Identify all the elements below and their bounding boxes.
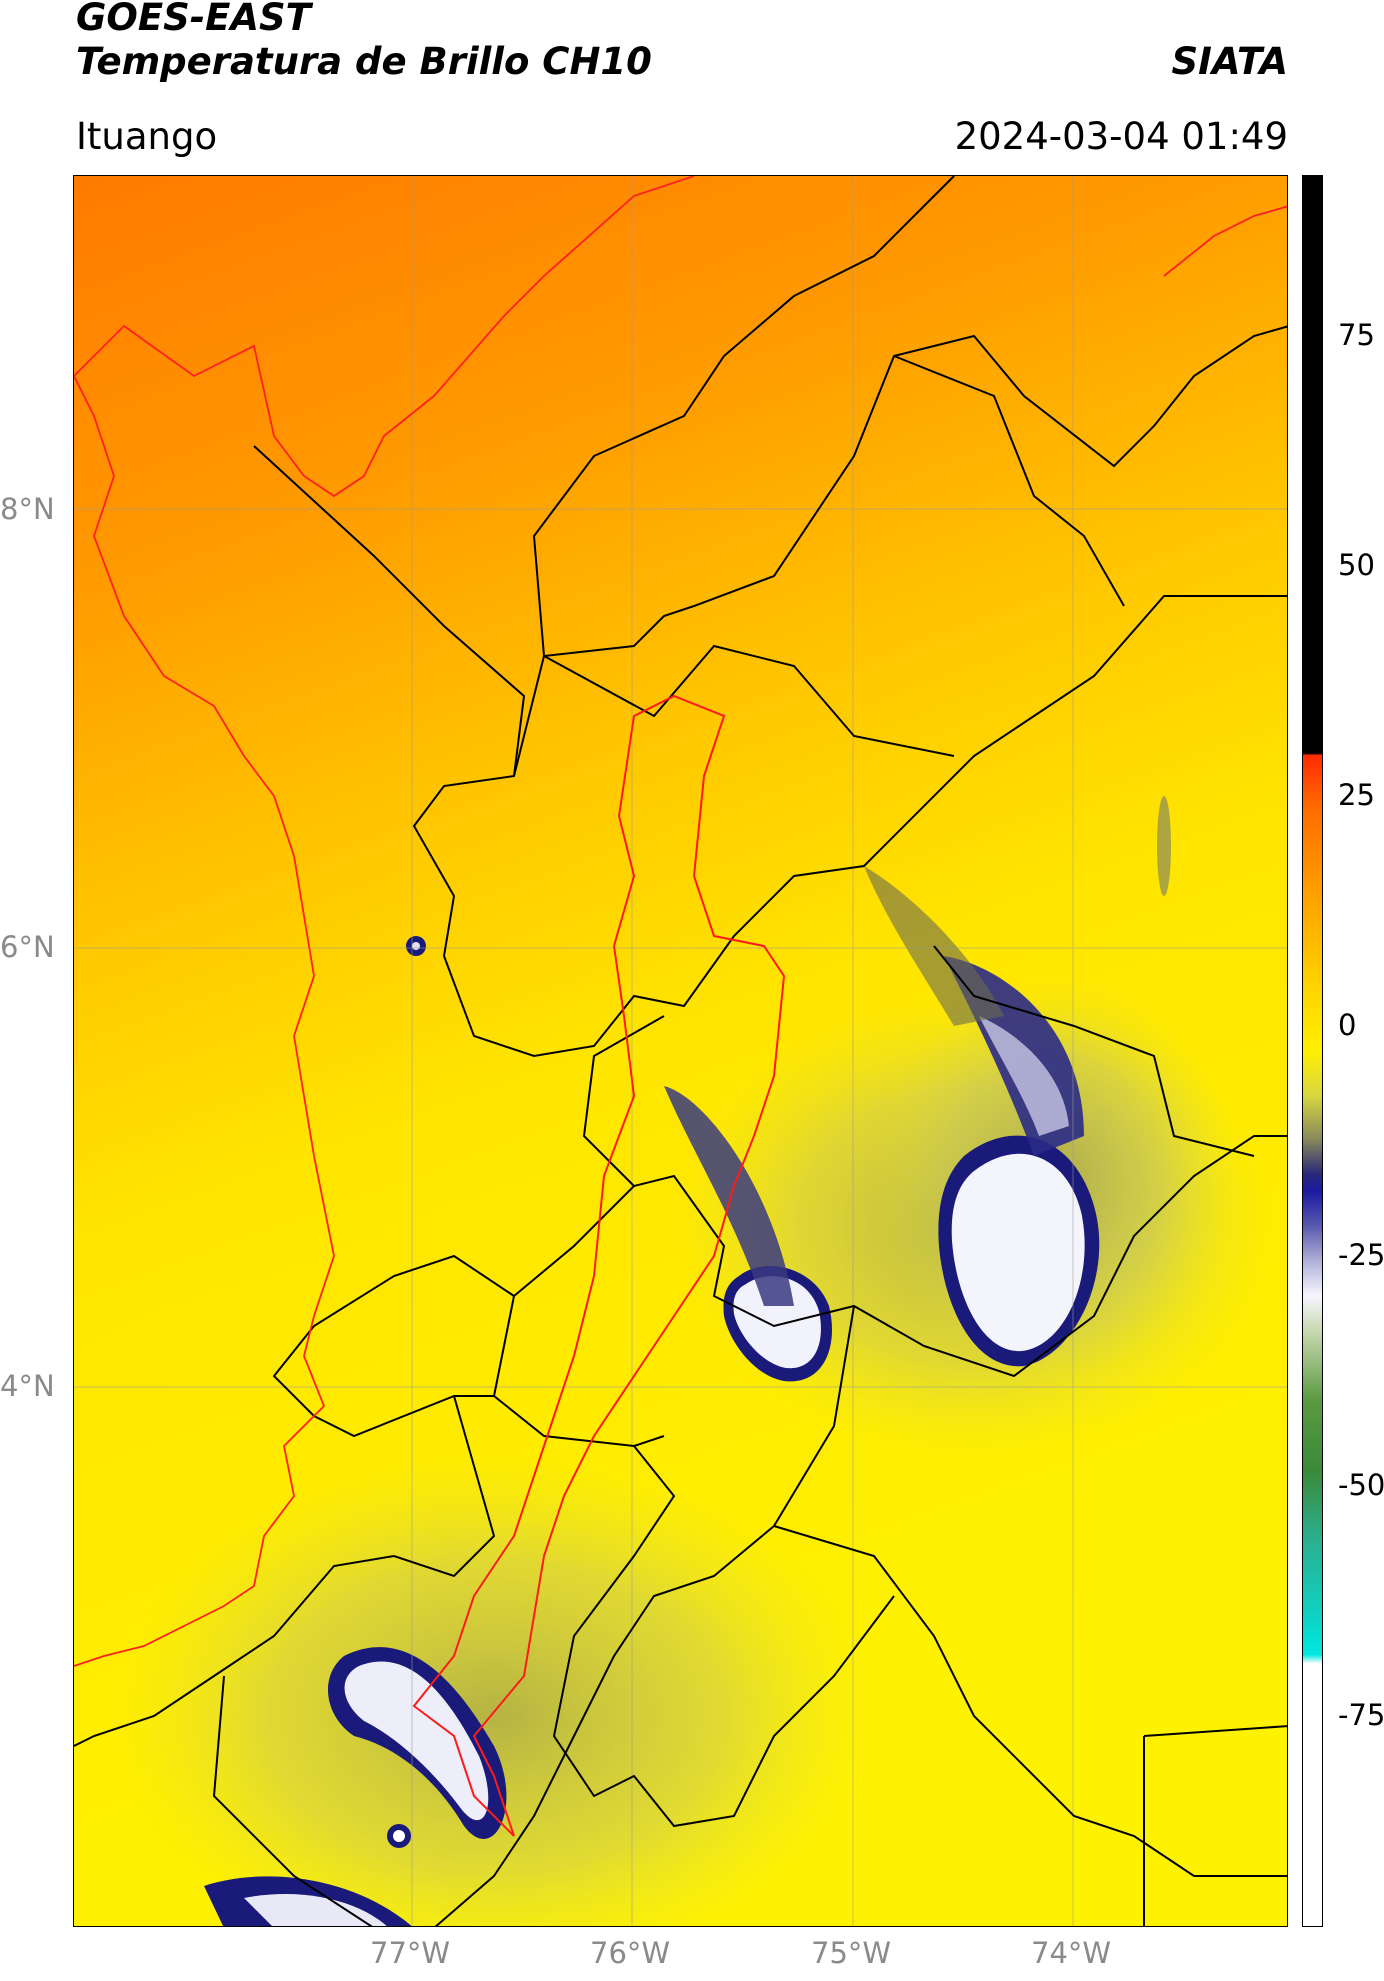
colorbar-tick-25: 25 (1338, 778, 1375, 812)
product-title: Temperatura de Brillo CH10 (76, 40, 652, 83)
department-borders (74, 176, 1287, 1926)
graticule (74, 176, 1287, 1926)
coastline (74, 176, 1287, 1667)
lon-label-76w: 76°W (590, 1936, 671, 1970)
lat-label-6n: 6°N (0, 930, 55, 964)
lat-label-8n: 8°N (0, 492, 55, 526)
cloud-haze-southwest (114, 1456, 874, 1926)
satellite-title: GOES-EAST (76, 0, 311, 39)
colorbar-tick-neg25: -25 (1338, 1238, 1384, 1272)
lon-label-75w: 75°W (811, 1936, 892, 1970)
region-label: Ituango (76, 115, 218, 158)
lon-label-74w: 74°W (1031, 1936, 1112, 1970)
colorbar-tick-50: 50 (1338, 548, 1375, 582)
map-canvas (74, 176, 1287, 1926)
lat-label-4n: 4°N (0, 1369, 55, 1403)
datetime-label: 2024-03-04 01:49 (954, 115, 1288, 158)
colorbar-tick-neg50: -50 (1338, 1468, 1384, 1502)
colorbar-tick-75: 75 (1338, 318, 1375, 352)
lon-label-77w: 77°W (370, 1936, 451, 1970)
colorbar-tick-neg75: -75 (1338, 1698, 1384, 1732)
satellite-map (73, 175, 1288, 1927)
storm-cells (204, 796, 1171, 1926)
agency-label: SIATA (1171, 40, 1288, 83)
basin-outline (412, 694, 786, 1837)
colorbar-tick-0: 0 (1338, 1008, 1357, 1042)
colorbar (1302, 175, 1323, 1927)
